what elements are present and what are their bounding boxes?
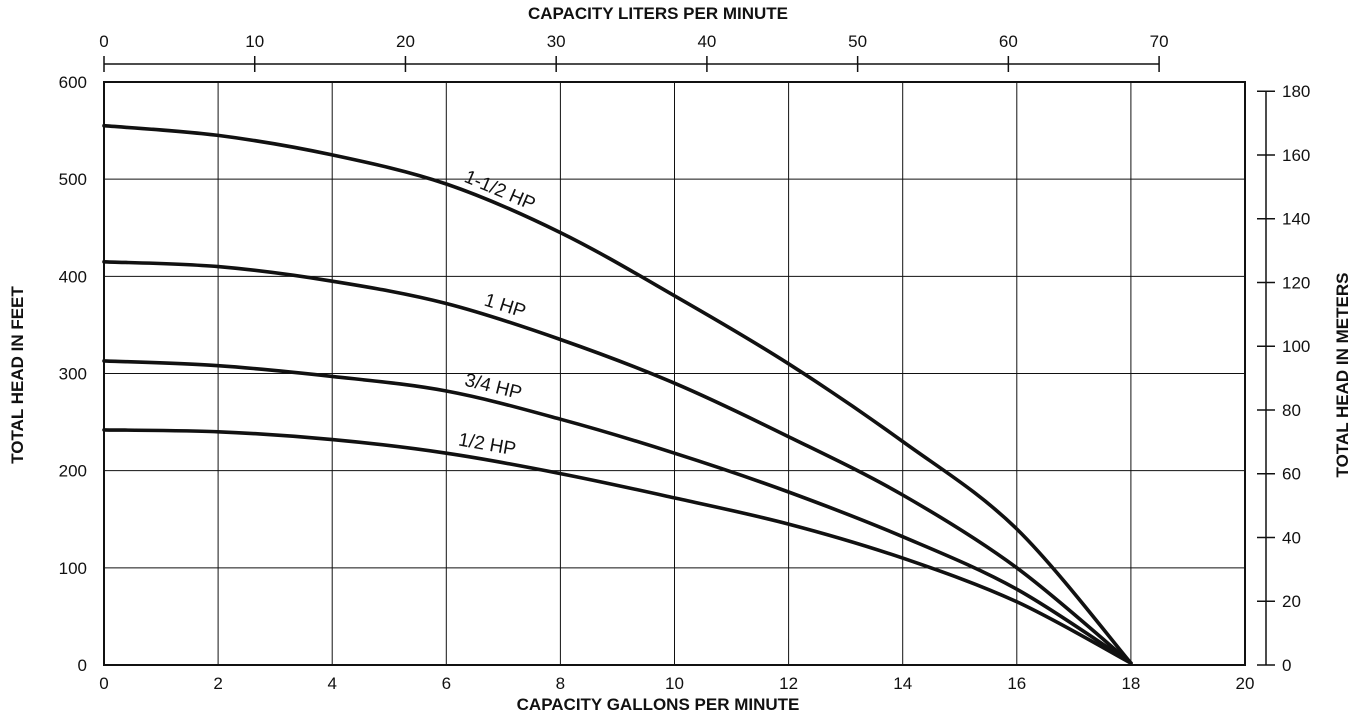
grid-lines (104, 82, 1245, 665)
x-tick-label-bottom: 14 (893, 674, 912, 693)
y-axis-title-left: TOTAL HEAD IN FEET (8, 286, 27, 464)
y-tick-label-right: 80 (1282, 401, 1301, 420)
y-tick-label-right: 20 (1282, 592, 1301, 611)
y-tick-label-left: 500 (59, 170, 87, 189)
y-tick-label-left: 300 (59, 365, 87, 384)
y-tick-label-left: 0 (78, 656, 87, 675)
y-tick-label-right: 180 (1282, 82, 1310, 101)
x-tick-label-bottom: 10 (665, 674, 684, 693)
x-tick-label-top: 50 (848, 32, 867, 51)
bottom-axis: 0 2 4 6 8 10 12 14 16 18 20 (99, 674, 1254, 693)
y-tick-label-right: 160 (1282, 146, 1310, 165)
curve-labels: 1-1/2 HP1 HP3/4 HP1/2 HP (457, 166, 539, 460)
x-axis-title-bottom: CAPACITY GALLONS PER MINUTE (517, 695, 800, 714)
pump-curve-line (102, 359, 1133, 665)
x-tick-label-top: 10 (245, 32, 264, 51)
x-tick-label-bottom: 8 (556, 674, 565, 693)
top-axis: 0 10 20 30 40 50 60 70 (99, 32, 1169, 72)
pump-curve-line (102, 428, 1133, 665)
pump-curve-line (102, 123, 1133, 665)
y-tick-label-right: 100 (1282, 337, 1310, 356)
x-tick-label-bottom: 12 (779, 674, 798, 693)
y-tick-label-right: 0 (1282, 656, 1291, 675)
y-tick-label-right: 60 (1282, 465, 1301, 484)
x-axis-title-top: CAPACITY LITERS PER MINUTE (528, 4, 788, 23)
y-tick-label-right: 140 (1282, 210, 1310, 229)
x-tick-label-top: 0 (99, 32, 108, 51)
x-tick-label-bottom: 20 (1236, 674, 1255, 693)
y-tick-label-right: 120 (1282, 273, 1310, 292)
plot-frame (103, 81, 1246, 666)
x-tick-label-top: 20 (396, 32, 415, 51)
x-tick-label-bottom: 4 (327, 674, 336, 693)
x-tick-label-bottom: 0 (99, 674, 108, 693)
y-tick-label-left: 600 (59, 73, 87, 92)
x-tick-label-top: 30 (547, 32, 566, 51)
x-tick-label-bottom: 18 (1121, 674, 1140, 693)
left-axis: 0 100 200 300 400 500 600 (59, 73, 87, 675)
right-axis: 0 20 40 60 80 100 120 140 160 180 (1257, 82, 1310, 675)
curve-label: 1 HP (482, 290, 529, 323)
x-tick-label-top: 60 (999, 32, 1018, 51)
curve-label: 3/4 HP (463, 370, 524, 404)
y-tick-label-left: 200 (59, 462, 87, 481)
x-tick-label-bottom: 6 (442, 674, 451, 693)
curve-label: 1-1/2 HP (461, 166, 538, 215)
pump-curve-line (102, 260, 1133, 665)
y-axis-title-right: TOTAL HEAD IN METERS (1333, 273, 1352, 478)
y-tick-label-left: 100 (59, 559, 87, 578)
x-tick-label-top: 40 (697, 32, 716, 51)
y-tick-label-left: 400 (59, 267, 87, 286)
x-tick-label-bottom: 2 (213, 674, 222, 693)
x-tick-label-top: 70 (1150, 32, 1169, 51)
y-tick-label-right: 40 (1282, 528, 1301, 547)
x-tick-label-bottom: 16 (1007, 674, 1026, 693)
pump-curves (102, 123, 1133, 665)
